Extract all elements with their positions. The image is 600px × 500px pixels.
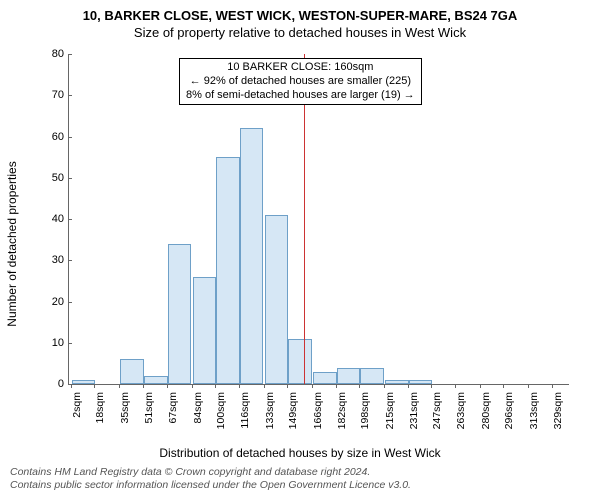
x-tick-label: 51sqm [143,392,155,424]
histogram-bar [313,372,337,384]
y-tick-label: 20 [40,296,64,308]
histogram-bar [337,368,361,385]
x-tick-label: 247sqm [431,392,443,429]
footer-attribution: Contains HM Land Registry data © Crown c… [10,466,590,492]
y-tick-label: 50 [40,172,64,184]
histogram-bar [216,157,240,384]
chart-title-main: 10, BARKER CLOSE, WEST WICK, WESTON-SUPE… [10,8,590,23]
footer-line-1: Contains HM Land Registry data © Crown c… [10,466,590,479]
x-tick-label: 296sqm [503,392,515,429]
chart-container: Number of detached properties 0102030405… [20,44,580,444]
x-tick-label: 215sqm [384,392,396,429]
histogram-bar [360,368,384,385]
x-tick-label: 35sqm [119,392,131,424]
footer-line-2: Contains public sector information licen… [10,479,590,492]
x-tick-label: 2sqm [71,392,83,418]
x-tick-label: 329sqm [552,392,564,429]
x-tick-label: 182sqm [336,392,348,429]
x-tick-label: 280sqm [480,392,492,429]
reference-annotation: 10 BARKER CLOSE: 160sqm ← 92% of detache… [179,58,422,105]
x-tick-label: 263sqm [455,392,467,429]
x-tick-label: 116sqm [239,392,251,429]
histogram-bar [288,339,312,384]
y-tick-label: 0 [40,378,64,390]
y-tick-label: 40 [40,213,64,225]
x-tick-label: 67sqm [167,392,179,424]
plot-area: 10 BARKER CLOSE: 160sqm ← 92% of detache… [68,54,569,385]
y-tick-label: 80 [40,48,64,60]
histogram-bar [144,376,168,384]
x-tick-label: 231sqm [408,392,420,429]
x-tick-label: 149sqm [287,392,299,429]
x-tick-label: 100sqm [215,392,227,429]
histogram-bar [168,244,192,384]
chart-title-sub: Size of property relative to detached ho… [10,25,590,40]
x-tick-label: 84sqm [192,392,204,424]
histogram-bar [120,359,144,384]
x-tick-label: 198sqm [359,392,371,429]
x-tick-label: 133sqm [264,392,276,429]
histogram-bar [240,128,264,384]
x-tick-label: 166sqm [312,392,324,429]
y-tick-label: 60 [40,131,64,143]
y-axis-ticks: 01020304050607080 [40,54,68,384]
histogram-bar [265,215,289,384]
y-tick-label: 10 [40,337,64,349]
y-tick-label: 70 [40,89,64,101]
annotation-line-1: 10 BARKER CLOSE: 160sqm [186,61,415,75]
x-tick-label: 313sqm [528,392,540,429]
histogram-bar [193,277,217,384]
y-tick-label: 30 [40,254,64,266]
annotation-line-3: 8% of semi-detached houses are larger (1… [186,89,415,103]
x-axis-ticks: 2sqm 18sqm 35sqm 51sqm 67sqm 84sqm 100sqm 116sq… [68,384,568,434]
y-axis-label: Number of detached properties [5,161,19,326]
annotation-line-2: ← 92% of detached houses are smaller (22… [186,75,415,89]
x-axis-label: Distribution of detached houses by size … [10,446,590,460]
x-tick-label: 18sqm [94,392,106,424]
